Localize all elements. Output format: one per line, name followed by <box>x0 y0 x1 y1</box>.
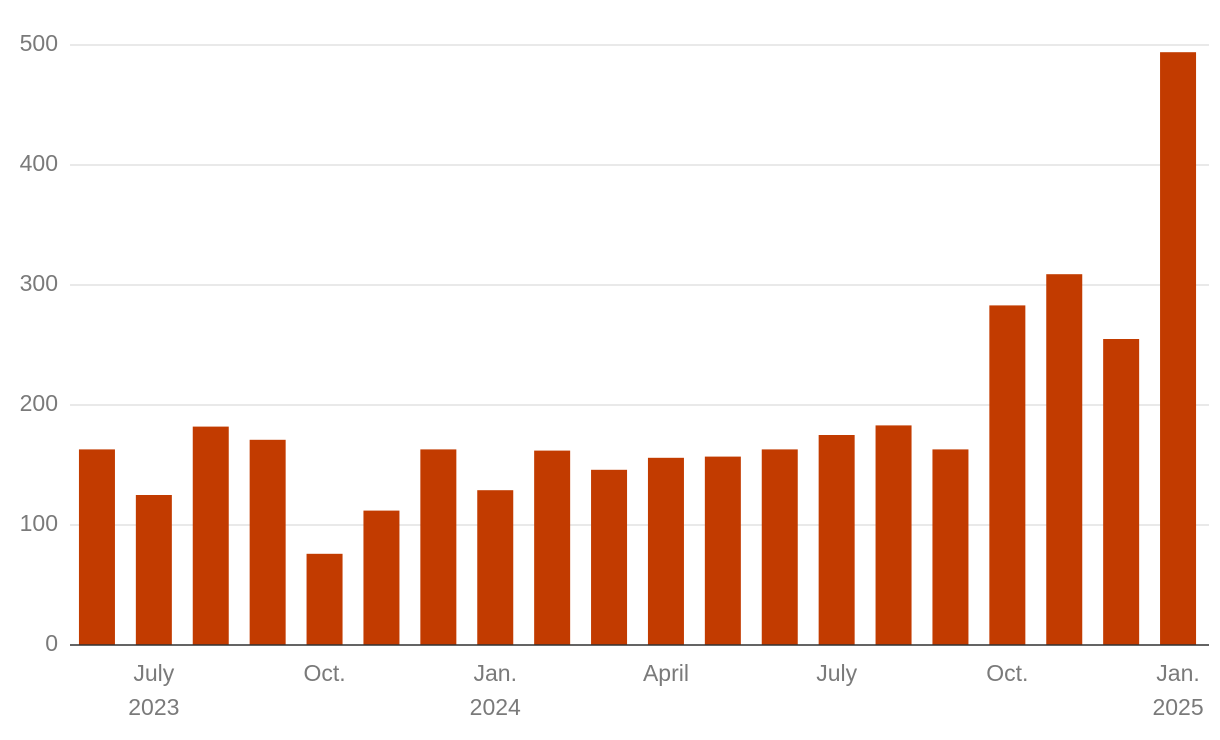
bar <box>1103 339 1140 645</box>
x-tick-label: July <box>133 660 174 686</box>
bar <box>875 425 912 645</box>
y-tick-label: 500 <box>20 30 58 56</box>
y-tick-label: 0 <box>45 630 58 656</box>
y-tick-label: 400 <box>20 150 58 176</box>
x-tick-label: Jan. <box>474 660 517 686</box>
bar <box>818 435 855 645</box>
bar <box>647 457 684 645</box>
x-year-label: 2023 <box>128 694 179 720</box>
x-tick-label: Oct. <box>986 660 1028 686</box>
x-tick-label: July <box>816 660 857 686</box>
x-year-label: 2024 <box>470 694 521 720</box>
x-tick-label: Oct. <box>303 660 345 686</box>
bar <box>306 553 343 645</box>
x-tick-label: April <box>643 660 689 686</box>
bar <box>420 449 457 645</box>
bar <box>192 426 229 645</box>
bar <box>591 469 628 645</box>
bar <box>249 439 286 645</box>
bar <box>363 510 400 645</box>
bar <box>761 449 798 645</box>
bar <box>135 495 172 645</box>
bar <box>477 490 514 645</box>
bar <box>1160 52 1197 645</box>
bar <box>78 449 115 645</box>
x-year-label: 2025 <box>1152 694 1203 720</box>
bar <box>534 450 571 645</box>
y-tick-label: 200 <box>20 390 58 416</box>
bar <box>989 305 1026 645</box>
bar <box>1046 274 1083 645</box>
bar <box>704 456 741 645</box>
y-tick-label: 100 <box>20 510 58 536</box>
x-tick-label: Jan. <box>1156 660 1199 686</box>
bar <box>932 449 969 645</box>
y-tick-label: 300 <box>20 270 58 296</box>
